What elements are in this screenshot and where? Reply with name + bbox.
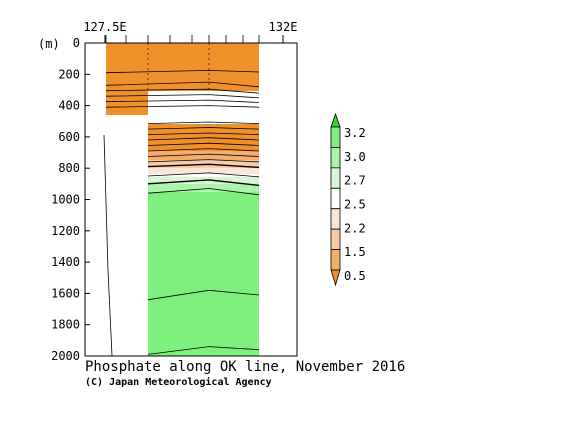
colorbar-swatch-5 <box>330 208 341 230</box>
contour-line-0 <box>105 69 260 74</box>
y-tick-label-1: 200 <box>58 67 80 81</box>
y-tick-label-6: 1200 <box>51 224 80 238</box>
colorbar-swatch-6 <box>330 228 341 250</box>
bottom-topography-line <box>103 134 113 357</box>
contour-lines <box>105 69 260 355</box>
colorbar-swatch-3 <box>330 167 341 189</box>
colorbar-label-0: 3.2 <box>344 126 366 140</box>
y-tick-label-0: 0 <box>73 36 80 50</box>
contour-line-19 <box>147 346 260 355</box>
contour-line-16 <box>147 179 260 187</box>
y-unit-label: (m) <box>38 37 60 51</box>
colorbar-top-arrow <box>330 112 341 128</box>
credit-line: (C) Japan Meteorological Agency <box>85 377 272 388</box>
chart-title: Phosphate along OK line, November 2016 <box>85 359 406 375</box>
x-axis: 127.5E 132E <box>83 20 297 43</box>
surface-field-main <box>106 43 259 91</box>
colorbar-label-6: 0.5 <box>344 269 366 283</box>
contour-line-18 <box>147 289 260 301</box>
colorbar-bottom-arrow <box>330 269 341 287</box>
colorbar: 3.2 3.0 2.7 2.5 2.2 1.5 0.5 <box>330 112 366 287</box>
contour-line-7 <box>147 127 260 130</box>
colorbar-swatch-1 <box>330 126 341 148</box>
colorbar-label-4: 2.2 <box>344 221 366 235</box>
contour-line-11 <box>147 148 260 152</box>
contour-line-3 <box>105 94 260 99</box>
station-markers <box>105 35 260 90</box>
colorbar-label-5: 1.5 <box>344 245 366 259</box>
colorbar-label-3: 2.5 <box>344 198 366 212</box>
mid-field-pale-green <box>148 177 259 185</box>
mid-field-pale <box>148 168 259 174</box>
y-tick-label-9: 1800 <box>51 318 80 332</box>
contour-line-10 <box>147 142 260 146</box>
y-tick-label-10: 2000 <box>51 349 80 363</box>
contour-line-9 <box>147 137 260 141</box>
deep-field-green <box>148 192 259 356</box>
contour-line-17 <box>147 188 260 196</box>
y-tick-label-2: 400 <box>58 99 80 113</box>
y-tick-label-4: 800 <box>58 161 80 175</box>
colorbar-swatch-7 <box>330 249 341 271</box>
colorbar-label-2: 2.7 <box>344 174 366 188</box>
colorbar-swatch-4 <box>330 187 341 210</box>
y-tick-label-8: 1600 <box>51 286 80 300</box>
y-tick-label-3: 600 <box>58 130 80 144</box>
contour-line-13 <box>147 159 260 163</box>
mid-field-light-orange <box>148 151 259 161</box>
contour-line-8 <box>147 132 260 135</box>
contour-line-15 <box>147 172 260 178</box>
y-tick-label-5: 1000 <box>51 193 80 207</box>
x-tick-label-0: 127.5E <box>83 20 126 34</box>
x-tick-label-1: 132E <box>269 20 298 34</box>
y-tick-label-7: 1400 <box>51 255 80 269</box>
y-axis: 0 200 400 600 800 1000 1200 1400 1600 1800 2000 (m) <box>38 36 90 363</box>
contour-line-14 <box>147 163 260 169</box>
contour-line-12 <box>147 153 260 157</box>
colorbar-label-1: 3.0 <box>344 150 366 164</box>
contour-line-5 <box>105 105 260 108</box>
data-fields <box>106 43 259 356</box>
contour-line-6 <box>147 121 260 124</box>
contour-line-1 <box>105 81 260 88</box>
colorbar-swatch-2 <box>330 147 341 169</box>
contour-line-4 <box>105 99 260 103</box>
